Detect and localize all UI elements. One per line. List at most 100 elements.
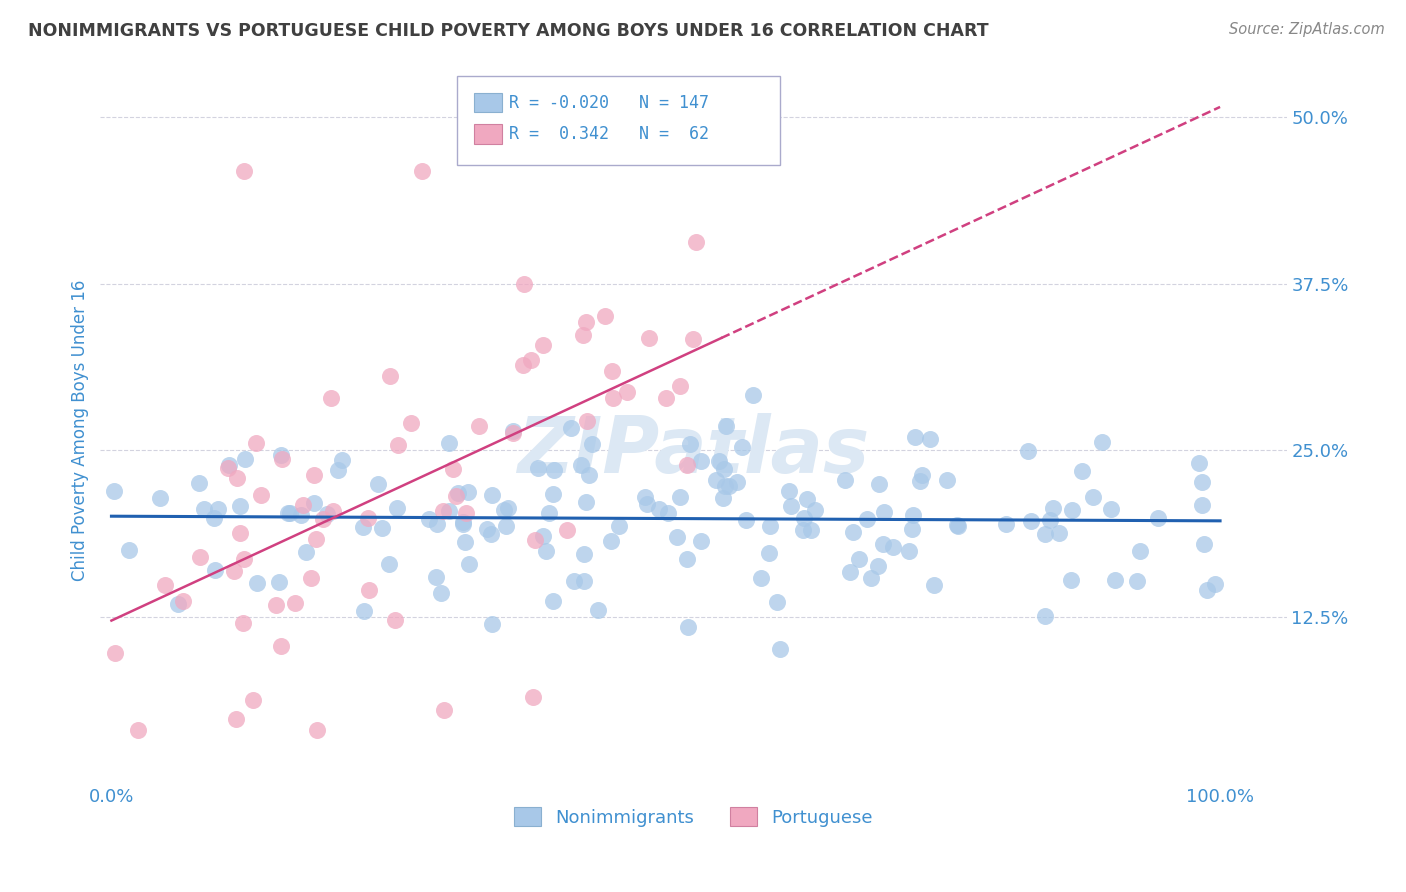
- Point: [655, 391, 678, 405]
- Point: [690, 454, 713, 468]
- Point: [522, 690, 544, 704]
- Point: [741, 388, 763, 402]
- Point: [103, 483, 125, 498]
- Point: [446, 486, 468, 500]
- Point: [104, 646, 127, 660]
- Point: [759, 519, 782, 533]
- Point: [481, 526, 503, 541]
- Point: [581, 437, 603, 451]
- Point: [1104, 574, 1126, 588]
- Point: [593, 309, 616, 323]
- Point: [859, 571, 882, 585]
- Point: [769, 641, 792, 656]
- Point: [496, 501, 519, 516]
- Point: [217, 461, 239, 475]
- Point: [648, 502, 671, 516]
- Point: [357, 511, 380, 525]
- Point: [1147, 510, 1170, 524]
- Text: NONIMMIGRANTS VS PORTUGUESE CHILD POVERTY AMONG BOYS UNDER 16 CORRELATION CHART: NONIMMIGRANTS VS PORTUGUESE CHILD POVERT…: [28, 22, 988, 40]
- Point: [451, 515, 474, 529]
- Point: [454, 506, 477, 520]
- Point: [946, 518, 969, 533]
- Point: [429, 586, 451, 600]
- Point: [229, 526, 252, 541]
- Point: [1126, 574, 1149, 588]
- Point: [193, 502, 215, 516]
- Point: [803, 502, 825, 516]
- Point: [149, 491, 172, 505]
- Point: [636, 497, 658, 511]
- Point: [711, 491, 734, 505]
- Point: [575, 414, 598, 428]
- Point: [792, 523, 814, 537]
- Point: [468, 419, 491, 434]
- Point: [512, 358, 534, 372]
- Point: [1197, 583, 1219, 598]
- Point: [555, 523, 578, 537]
- Point: [202, 510, 225, 524]
- Point: [903, 430, 925, 444]
- Point: [666, 530, 689, 544]
- Point: [437, 436, 460, 450]
- Point: [304, 532, 326, 546]
- Point: [560, 421, 582, 435]
- Point: [264, 599, 287, 613]
- Point: [292, 498, 315, 512]
- Point: [714, 418, 737, 433]
- Point: [1204, 576, 1226, 591]
- Point: [842, 524, 865, 539]
- Point: [531, 529, 554, 543]
- Point: [669, 379, 692, 393]
- Point: [600, 534, 623, 549]
- Point: [270, 448, 292, 462]
- Point: [778, 484, 800, 499]
- Point: [1081, 490, 1104, 504]
- Point: [278, 506, 301, 520]
- Point: [689, 533, 711, 548]
- Point: [222, 565, 245, 579]
- Point: [207, 502, 229, 516]
- Point: [704, 473, 727, 487]
- Point: [534, 544, 557, 558]
- Point: [233, 452, 256, 467]
- Point: [607, 519, 630, 533]
- Point: [245, 436, 267, 450]
- Point: [676, 552, 699, 566]
- Point: [188, 475, 211, 490]
- Point: [918, 432, 941, 446]
- Point: [541, 487, 564, 501]
- Point: [731, 440, 754, 454]
- Point: [302, 468, 325, 483]
- Point: [153, 577, 176, 591]
- Point: [232, 615, 254, 630]
- Point: [481, 488, 503, 502]
- Point: [578, 468, 600, 483]
- Point: [1017, 444, 1039, 458]
- Point: [475, 522, 498, 536]
- Point: [685, 235, 707, 249]
- Point: [513, 277, 536, 292]
- Point: [1060, 503, 1083, 517]
- Point: [575, 315, 598, 329]
- Point: [541, 594, 564, 608]
- Point: [352, 520, 374, 534]
- Point: [707, 454, 730, 468]
- Point: [713, 461, 735, 475]
- Point: [432, 504, 454, 518]
- Point: [676, 458, 699, 472]
- Point: [353, 604, 375, 618]
- Point: [267, 574, 290, 589]
- Point: [454, 535, 477, 549]
- Point: [908, 474, 931, 488]
- Point: [586, 602, 609, 616]
- Point: [922, 578, 945, 592]
- Point: [370, 521, 392, 535]
- Point: [118, 543, 141, 558]
- Text: ZIPatlas: ZIPatlas: [517, 413, 869, 490]
- Point: [725, 475, 748, 489]
- Point: [1192, 537, 1215, 551]
- Point: [1042, 500, 1064, 515]
- Point: [233, 163, 256, 178]
- Point: [669, 490, 692, 504]
- Point: [385, 500, 408, 515]
